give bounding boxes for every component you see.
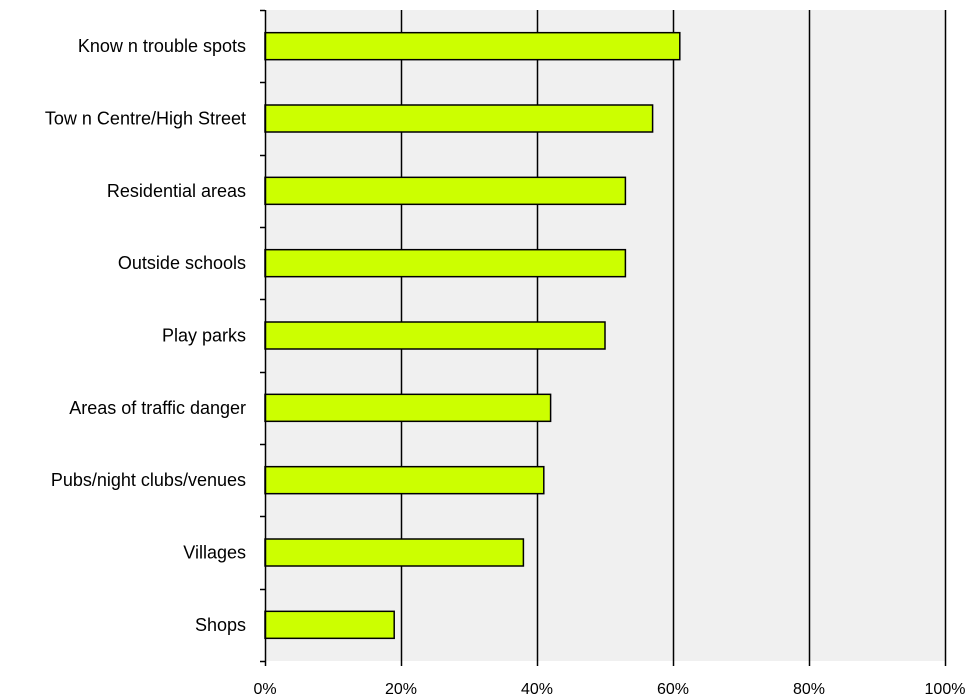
bar-1	[264, 104, 654, 133]
bar-2	[264, 176, 627, 206]
axes	[260, 9, 947, 666]
bar-6	[264, 465, 545, 495]
bar-0	[264, 31, 681, 61]
category-label-3: Outside schools	[118, 253, 246, 273]
category-label-8: Shops	[195, 615, 246, 635]
category-label-6: Pubs/night clubs/venues	[51, 470, 246, 490]
category-label-0: Know n trouble spots	[78, 36, 246, 56]
x-tick-label-20: 20%	[385, 681, 417, 698]
x-tick-label-100: 100%	[925, 681, 966, 698]
tick-labels: 0% 20% 40% 60% 80% 100%	[253, 681, 965, 698]
category-label-2: Residential areas	[107, 181, 246, 201]
bar-8	[264, 610, 395, 640]
x-tick-label-0: 0%	[253, 681, 276, 698]
bar-5	[264, 393, 552, 423]
category-label-1: Tow n Centre/High Street	[45, 109, 246, 129]
bar-4	[264, 321, 606, 350]
x-tick-label-60: 60%	[657, 681, 689, 698]
category-label-4: Play parks	[162, 326, 246, 346]
x-tick-label-80: 80%	[793, 681, 825, 698]
category-label-5: Areas of traffic danger	[69, 398, 246, 418]
bar-3	[264, 248, 627, 278]
bar-7	[264, 538, 525, 567]
category-label-7: Villages	[183, 543, 246, 563]
x-tick-label-40: 40%	[521, 681, 553, 698]
category-labels: Know n trouble spots Tow n Centre/High St…	[45, 36, 246, 635]
bars	[264, 31, 681, 640]
